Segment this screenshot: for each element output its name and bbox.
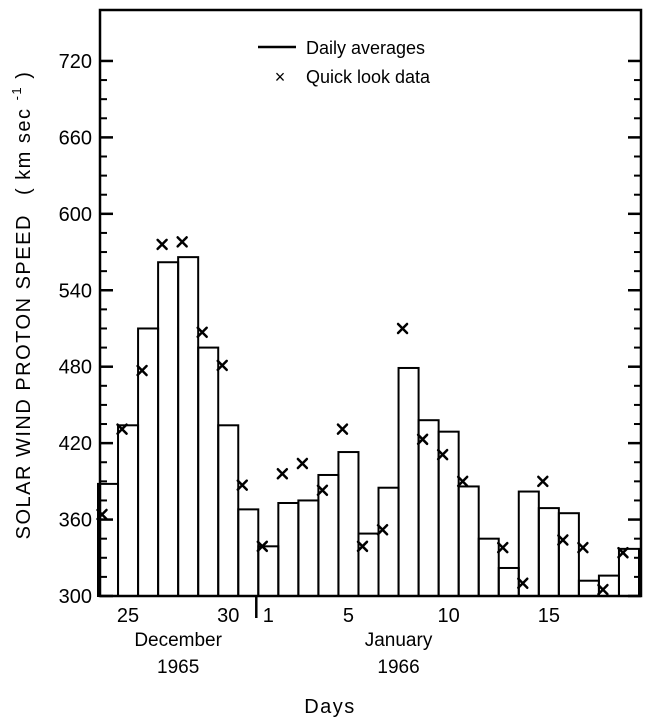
year-label: 1965 [157,657,199,678]
y-tick-label: 480 [59,357,92,379]
quick-look-marker [336,423,349,435]
quick-look-marker [436,448,449,461]
x-tick-label: 5 [343,605,354,627]
x-tick-label: 1 [263,605,274,627]
daily-average-bar [317,473,340,598]
x-tick-label: 25 [117,605,139,627]
y-tick-label: 360 [59,510,92,532]
y-tick-label: 720 [59,51,92,73]
quick-look-marker [116,423,128,435]
quick-look-marker [496,541,509,554]
legend: Daily averages × Quick look data [258,38,431,87]
quick-look-marker [156,238,168,251]
y-axis-title-unit: ( km sec [13,107,35,195]
quick-look-marker [176,236,188,248]
x-axis-ticks: 25 30 1 5 10 15 [117,605,560,627]
y-tick-label: 600 [59,204,92,226]
quick-look-marker [256,540,269,553]
x-tick-label: 10 [438,605,460,627]
daily-average-bar [117,424,140,597]
daily-average-bar [597,574,620,597]
quick-look-marker [617,546,629,559]
daily-average-bar [357,532,380,597]
quick-look-marker [597,583,609,596]
quick-look-marker [557,534,569,546]
month-labels: December 1965 January 1966 [134,630,433,678]
legend-label-daily-averages: Daily averages [306,38,425,58]
year-label: 1966 [377,657,419,678]
quick-look-marker [136,364,148,377]
daily-average-bar [297,499,320,597]
quick-look-marker [276,467,289,480]
quick-look-marker [196,326,208,339]
legend-label-quick-look: Quick look data [306,67,431,87]
month-label: December [134,630,222,651]
y-axis-ticks: 300 360 420 480 540 600 660 720 [59,51,641,608]
daily-average-bar [477,537,500,597]
daily-average-bar [537,507,560,598]
quick-look-marker [216,359,228,372]
quick-look-markers [96,236,629,596]
daily-average-bar [217,424,240,597]
quick-look-marker [396,322,409,335]
quick-look-marker [577,541,589,554]
quick-look-marker [517,577,529,590]
x-tick-label: 15 [538,605,560,627]
plot-frame [98,8,643,598]
daily-average-bar [257,545,280,597]
daily-average-bar [557,512,580,598]
y-axis-title-unit-close: ) [13,71,35,79]
quick-look-marker [537,475,549,488]
quick-look-marker [456,475,469,488]
daily-average-bar [497,566,520,598]
y-axis-title: SOLAR WIND PROTON SPEED ( km sec -1 ) [4,71,35,540]
y-tick-label: 300 [59,586,92,608]
x-axis-title: Days [304,696,356,718]
y-tick-label: 420 [59,433,92,455]
daily-average-bar [457,485,480,597]
quick-look-marker [376,524,389,536]
daily-average-bar [577,579,600,598]
quick-look-marker [416,433,429,446]
daily-average-bar [177,256,200,597]
daily-average-bar [417,419,440,598]
legend-marker-swatch: × [275,67,286,87]
quick-look-marker [356,540,369,553]
month-label: January [365,630,433,651]
daily-average-bar [157,261,180,597]
daily-average-bar [237,508,260,597]
daily-average-bar [617,547,640,598]
y-axis-title-unit-exponent: -1 [9,86,24,101]
daily-average-bar [197,346,220,597]
y-tick-label: 540 [59,280,92,302]
daily-average-bar [517,490,540,597]
daily-average-bar [277,502,300,597]
y-tick-label: 660 [59,127,92,149]
x-tick-label: 30 [217,605,239,627]
daily-average-bar [337,451,360,597]
quick-look-marker [296,457,309,470]
y-axis-title-main: SOLAR WIND PROTON SPEED [13,214,35,539]
quick-look-marker [316,484,329,497]
quick-look-marker [236,479,249,491]
daily-average-bar [377,486,400,597]
daily-average-bar [397,366,420,598]
